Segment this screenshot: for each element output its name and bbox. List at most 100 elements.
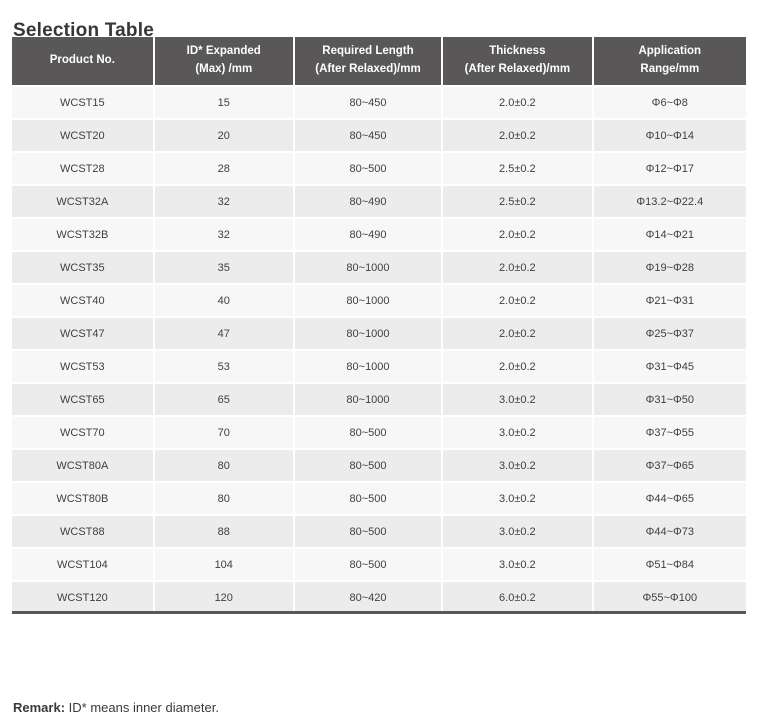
table-cell: 15 <box>152 85 295 120</box>
table-cell: 2.0±0.2 <box>441 250 594 285</box>
table-cell: WCST20 <box>12 118 155 153</box>
table-cell: 2.5±0.2 <box>441 151 594 186</box>
table-cell: Φ13.2~Φ22.4 <box>591 184 746 219</box>
table-cell: 2.5±0.2 <box>441 184 594 219</box>
table-cell: 104 <box>152 547 295 582</box>
table-cell: 65 <box>152 382 295 417</box>
table-cell: 3.0±0.2 <box>441 481 594 516</box>
table-cell: Φ44~Φ73 <box>591 514 746 549</box>
table-cell: 2.0±0.2 <box>441 316 594 351</box>
column-header: Application Range/mm <box>591 37 746 86</box>
table-cell: 80~500 <box>292 514 444 549</box>
table-cell: WCST88 <box>12 514 155 549</box>
table-row: WCST53 53 80~1000 2.0±0.2 Φ31~Φ45 <box>12 349 746 384</box>
selection-table: Product No. ID* Expanded (Max) /mm Required… <box>12 37 746 615</box>
table-row: WCST104 104 80~500 3.0±0.2 Φ51~Φ84 <box>12 547 746 582</box>
table-cell: Φ6~Φ8 <box>591 85 746 120</box>
table-cell: WCST28 <box>12 151 155 186</box>
table-row: WCST15 15 80~450 2.0±0.2 Φ6~Φ8 <box>12 85 746 120</box>
table-cell: 88 <box>152 514 295 549</box>
table-cell: WCST120 <box>12 580 155 615</box>
table-cell: 47 <box>152 316 295 351</box>
table-row: WCST80A 80 80~500 3.0±0.2 Φ37~Φ65 <box>12 448 746 483</box>
table-cell: 35 <box>152 250 295 285</box>
table-cell: 80~1000 <box>292 250 444 285</box>
table-cell: Φ55~Φ100 <box>591 580 746 615</box>
table-cell: 6.0±0.2 <box>441 580 594 615</box>
table-cell: 80~500 <box>292 415 444 450</box>
column-header-line2: Range/mm <box>640 63 700 75</box>
table-cell: WCST47 <box>12 316 155 351</box>
table-row: WCST88 88 80~500 3.0±0.2 Φ44~Φ73 <box>12 514 746 549</box>
table-cell: Φ51~Φ84 <box>591 547 746 582</box>
table-cell: Φ14~Φ21 <box>591 217 746 252</box>
column-header-line1: Product No. <box>49 54 115 67</box>
table-row: WCST70 70 80~500 3.0±0.2 Φ37~Φ55 <box>12 415 746 450</box>
table-cell: WCST32A <box>12 184 155 219</box>
table-cell: 80~500 <box>292 481 444 516</box>
table-cell: 40 <box>152 283 295 318</box>
table-cell: Φ37~Φ55 <box>591 415 746 450</box>
table-cell: 120 <box>152 580 295 615</box>
column-header-line2: (After Relaxed)/mm <box>464 63 571 75</box>
table-row: WCST32A 32 80~490 2.5±0.2 Φ13.2~Φ22.4 <box>12 184 746 219</box>
table-row: WCST120 120 80~420 6.0±0.2 Φ55~Φ100 <box>12 580 746 615</box>
table-cell: 20 <box>152 118 295 153</box>
table-header-row: Product No. ID* Expanded (Max) /mm Required… <box>12 37 746 86</box>
table-header-row: Product No. ID* Expanded (Max) /mm Required… <box>12 37 746 86</box>
table-cell: WCST80B <box>12 481 155 516</box>
table-row: WCST40 40 80~1000 2.0±0.2 Φ21~Φ31 <box>12 283 746 318</box>
table-row: WCST80B 80 80~500 3.0±0.2 Φ44~Φ65 <box>12 481 746 516</box>
table-cell: 2.0±0.2 <box>441 283 594 318</box>
table-cell: 80~490 <box>292 184 444 219</box>
table-cell: WCST80A <box>12 448 155 483</box>
table-cell: 80~1000 <box>292 382 444 417</box>
table-cell: Φ31~Φ45 <box>591 349 746 384</box>
table-cell: 2.0±0.2 <box>441 118 594 153</box>
remark-text: ID* means inner diameter. <box>65 700 219 715</box>
table-cell: 53 <box>152 349 295 384</box>
table-cell: 80~1000 <box>292 283 444 318</box>
column-header: Thickness (After Relaxed)/mm <box>441 37 594 86</box>
table-cell: Φ10~Φ14 <box>591 118 746 153</box>
table-cell: 80 <box>152 481 295 516</box>
table-cell: WCST70 <box>12 415 155 450</box>
table-body: WCST15 15 80~450 2.0±0.2 Φ6~Φ8 WCST20 20 80~450… <box>12 85 746 615</box>
table-cell: Φ19~Φ28 <box>591 250 746 285</box>
table-cell: 70 <box>152 415 295 450</box>
table-row: WCST32B 32 80~490 2.0±0.2 Φ14~Φ21 <box>12 217 746 252</box>
table-cell: 80~500 <box>292 151 444 186</box>
table-cell: WCST53 <box>12 349 155 384</box>
table-cell: 80~490 <box>292 217 444 252</box>
table-cell: Φ37~Φ65 <box>591 448 746 483</box>
table-cell: Φ12~Φ17 <box>591 151 746 186</box>
table-cell: Φ31~Φ50 <box>591 382 746 417</box>
table-cell: 28 <box>152 151 295 186</box>
table-cell: 80~450 <box>292 118 444 153</box>
column-header-line1: Required Length <box>322 45 414 58</box>
table-cell: 3.0±0.2 <box>441 514 594 549</box>
column-header: Product No. <box>12 37 155 86</box>
table-cell: Φ44~Φ65 <box>591 481 746 516</box>
table-cell: 2.0±0.2 <box>441 217 594 252</box>
table-cell: 3.0±0.2 <box>441 382 594 417</box>
table-bottom-border <box>12 611 746 614</box>
table-row: WCST65 65 80~1000 3.0±0.2 Φ31~Φ50 <box>12 382 746 417</box>
table-cell: WCST32B <box>12 217 155 252</box>
column-header-line2: (After Relaxed)/mm <box>315 63 421 75</box>
table-cell: 80~450 <box>292 85 444 120</box>
table-cell: 3.0±0.2 <box>441 415 594 450</box>
table-cell: 80~1000 <box>292 316 444 351</box>
table-cell: 80~500 <box>292 547 444 582</box>
column-header-line2: (Max) /mm <box>195 63 253 75</box>
table-cell: WCST15 <box>12 85 155 120</box>
table-cell: 2.0±0.2 <box>441 85 594 120</box>
table-cell: 3.0±0.2 <box>441 547 594 582</box>
table-row: WCST20 20 80~450 2.0±0.2 Φ10~Φ14 <box>12 118 746 153</box>
column-header-line1: Thickness <box>489 45 546 58</box>
table-row: WCST35 35 80~1000 2.0±0.2 Φ19~Φ28 <box>12 250 746 285</box>
remark: Remark: ID* means inner diameter. <box>13 700 219 715</box>
table-cell: WCST35 <box>12 250 155 285</box>
remark-label: Remark: <box>13 700 66 715</box>
